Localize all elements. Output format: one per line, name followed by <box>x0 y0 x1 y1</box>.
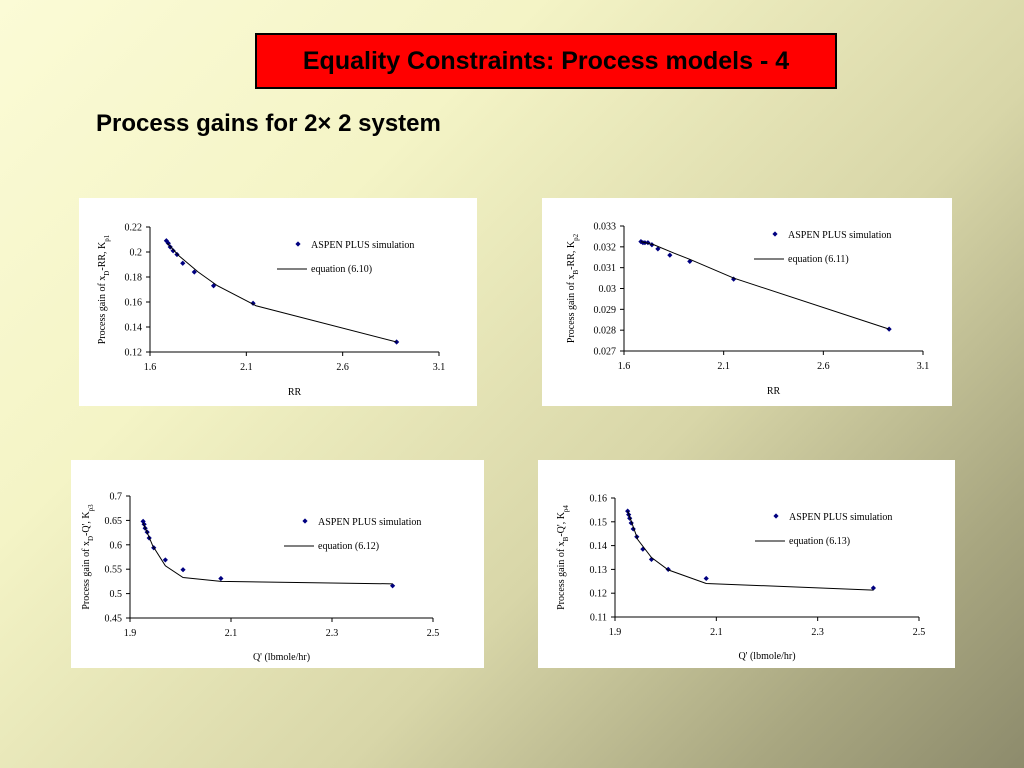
y-tick-label: 0.65 <box>105 516 123 527</box>
series-line-equation <box>142 522 393 585</box>
data-point <box>390 583 396 589</box>
y-tick-label: 0.03 <box>599 284 617 295</box>
x-axis-label: RR <box>767 386 781 397</box>
y-tick-label: 0.45 <box>105 614 123 625</box>
y-tick-label: 0.12 <box>125 348 143 359</box>
y-tick-label: 0.18 <box>125 273 143 284</box>
x-tick-label: 2.3 <box>811 627 824 638</box>
y-tick-label: 0.15 <box>590 517 608 528</box>
x-axis-label: RR <box>288 387 302 398</box>
y-tick-label: 0.7 <box>110 492 123 503</box>
slide-title: Equality Constraints: Process models - 4 <box>255 33 837 89</box>
chart-kp4-vs-q: 0.11 0.12 0.13 0.14 0.15 0.16 1.9 2.1 2.3 2.5 Q' (… <box>556 494 926 663</box>
x-tick-label: 2.1 <box>710 627 723 638</box>
legend-label-equation: equation (6.11) <box>788 254 849 265</box>
data-point <box>218 575 224 582</box>
x-tick-label: 3.1 <box>433 362 446 373</box>
y-tick-label: 0.6 <box>110 540 123 551</box>
y-tick-label: 0.12 <box>590 589 608 600</box>
chart-panel-kp4: 0.11 0.12 0.13 0.14 0.15 0.16 1.9 2.1 2.3 2.5 Q' (… <box>538 460 955 668</box>
legend-marker <box>773 513 779 519</box>
y-tick-label: 0.16 <box>125 298 143 309</box>
y-tick-label: 0.55 <box>105 565 123 576</box>
x-tick-label: 2.1 <box>225 628 238 639</box>
y-tick-label: 0.14 <box>590 541 608 552</box>
y-axis-label: Process gain of xB-RR, Kp2 <box>566 233 580 343</box>
x-tick-label: 2.5 <box>427 628 440 639</box>
y-tick-label: 0.13 <box>590 565 608 576</box>
x-tick-label: 2.1 <box>240 362 253 373</box>
x-tick-label: 2.6 <box>817 361 830 372</box>
y-tick-label: 0.029 <box>594 305 617 316</box>
y-tick-label: 0.5 <box>110 589 123 600</box>
y-tick-label: 0.032 <box>594 242 617 253</box>
series-line-equation <box>166 242 397 343</box>
y-tick-label: 0.027 <box>594 347 617 358</box>
x-tick-label: 2.3 <box>326 628 339 639</box>
data-point <box>180 567 186 573</box>
data-point <box>703 575 709 582</box>
data-point <box>162 557 168 563</box>
legend-label-simulation: ASPEN PLUS simulation <box>318 517 421 528</box>
legend-label-equation: equation (6.12) <box>318 541 379 552</box>
legend-marker <box>295 241 301 247</box>
data-point <box>180 260 186 266</box>
y-tick-label: 0.033 <box>594 222 617 233</box>
y-tick-label: 0.11 <box>590 613 607 624</box>
y-tick-label: 0.2 <box>130 248 143 259</box>
legend-label-equation: equation (6.13) <box>789 536 850 547</box>
y-tick-label: 0.22 <box>125 223 143 234</box>
chart-kp1-vs-rr: 0.12 0.14 0.16 0.18 0.2 0.22 1.6 2.1 2.6 3.1 RR Pro… <box>97 223 446 399</box>
x-axis-label: Q' (lbmole/hr) <box>738 651 795 662</box>
series-line-equation <box>627 510 874 591</box>
x-tick-label: 2.5 <box>913 627 926 638</box>
legend-marker <box>302 518 308 524</box>
legend-label-equation: equation (6.10) <box>311 264 372 275</box>
y-tick-label: 0.14 <box>125 323 143 334</box>
chart-panel-kp3: 0.45 0.5 0.55 0.6 0.65 0.7 1.9 2.1 2.3 2.5 Q' (lbm… <box>71 460 484 668</box>
data-point <box>165 240 171 246</box>
data-point <box>667 252 673 258</box>
data-point <box>191 269 197 275</box>
series-line-equation <box>640 241 890 330</box>
y-tick-label: 0.028 <box>594 326 617 337</box>
legend-label-simulation: ASPEN PLUS simulation <box>311 240 414 251</box>
chart-kp3-vs-q: 0.45 0.5 0.55 0.6 0.65 0.7 1.9 2.1 2.3 2.5 Q' (lbm… <box>81 492 440 664</box>
data-point <box>250 300 256 306</box>
x-tick-label: 1.9 <box>609 627 622 638</box>
chart-panel-kp1: 0.12 0.14 0.16 0.18 0.2 0.22 1.6 2.1 2.6 3.1 RR Pro… <box>79 198 477 406</box>
chart-kp2-vs-rr: 0.027 0.028 0.029 0.03 0.031 0.032 0.033 1.6 2.1… <box>566 222 930 398</box>
chart-panel-kp2: 0.027 0.028 0.029 0.03 0.031 0.032 0.033 1.6 2.1… <box>542 198 952 406</box>
y-tick-label: 0.031 <box>594 263 617 274</box>
data-point <box>731 276 737 282</box>
x-tick-label: 3.1 <box>917 361 930 372</box>
data-point <box>170 248 176 254</box>
y-axis-label: Process gain of xD-Q', Kp3 <box>81 504 95 610</box>
x-tick-label: 1.9 <box>124 628 137 639</box>
legend-label-simulation: ASPEN PLUS simulation <box>789 512 892 523</box>
x-tick-label: 2.6 <box>336 362 349 373</box>
legend-marker <box>772 231 778 237</box>
y-axis-label: Process gain of xD-RR, Kp1 <box>97 234 111 344</box>
data-point <box>174 251 180 258</box>
x-tick-label: 2.1 <box>717 361 730 372</box>
x-axis-label: Q' (lbmole/hr) <box>253 652 310 663</box>
data-point <box>870 585 876 591</box>
y-tick-label: 0.16 <box>590 494 608 505</box>
x-tick-label: 1.6 <box>144 362 157 373</box>
x-tick-label: 1.6 <box>618 361 631 372</box>
legend-label-simulation: ASPEN PLUS simulation <box>788 230 891 241</box>
y-axis-label: Process gain of xB-Q', Kp4 <box>556 505 570 610</box>
slide-subtitle: Process gains for 2× 2 system <box>96 110 441 137</box>
data-point <box>163 238 169 244</box>
data-point <box>655 246 661 252</box>
